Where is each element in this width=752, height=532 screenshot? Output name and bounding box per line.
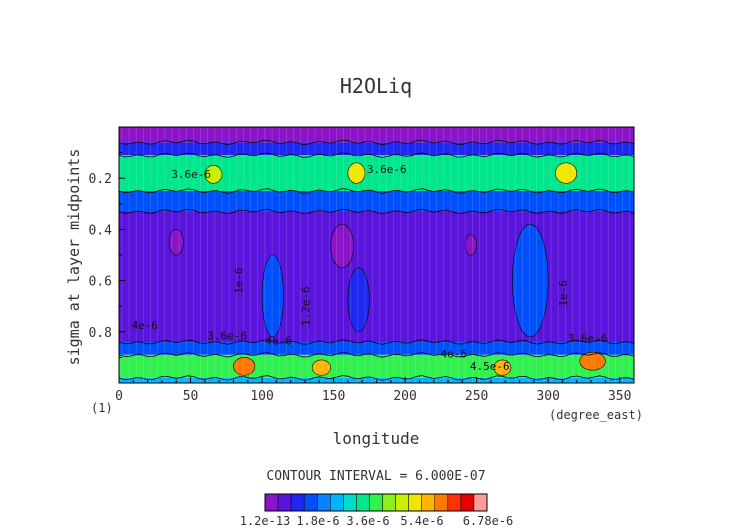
colorbar-swatch: [408, 493, 422, 512]
contour-label: 1e-6: [233, 267, 246, 294]
colorbar-swatch: [460, 493, 475, 512]
colorbar-swatch: [473, 493, 488, 512]
contour-feature: [555, 162, 578, 184]
y-axis: 0.2 0.4 0.6 0.8: [89, 152, 125, 384]
contour-line: [118, 208, 635, 215]
contour-feature: [493, 359, 512, 376]
level-band: [119, 127, 634, 143]
contour-label: 4.5e-6: [470, 360, 510, 373]
colorbar-labels: 1.2e-13 1.8e-6 3.6e-6 5.4e-6 6.78e-6: [240, 514, 514, 528]
contour-feature: [311, 359, 332, 376]
level-band: [119, 342, 634, 355]
level-band: [119, 211, 634, 343]
x-unit-label: (degree_east): [549, 408, 643, 422]
x-tick-label: 350: [608, 389, 631, 404]
colorbar-swatch: [303, 493, 318, 512]
contour-label: 4e-6: [265, 335, 292, 348]
contour-feature: [330, 223, 354, 269]
contour-feature: [233, 357, 256, 376]
colorbar-swatch: [421, 493, 436, 512]
contour-line: [118, 188, 635, 194]
contour-feature: [261, 254, 284, 338]
contour-feature: [347, 162, 366, 184]
colorbar-swatch: [447, 493, 462, 512]
contour-label: 3.6e-6: [171, 168, 211, 181]
contour-feature: [464, 234, 477, 256]
x-axis-label: longitude: [333, 429, 420, 448]
level-band: [119, 142, 634, 156]
contour-line: [118, 152, 635, 158]
contour-feature: [204, 165, 223, 184]
contour-label: 1.2e-6: [300, 286, 313, 326]
colorbar-label: 6.78e-6: [463, 514, 514, 528]
contour-feature: [168, 229, 184, 256]
colorbar-label: 5.4e-6: [400, 514, 443, 528]
contour-label: 4e-6: [132, 319, 159, 332]
x-tick-label: 250: [465, 389, 488, 404]
contour-label: 3.6e-6: [367, 163, 407, 176]
colorbar: [264, 493, 488, 512]
colorbar-swatch: [356, 493, 370, 512]
contour-feature: [512, 223, 549, 338]
y-axis-label: sigma at layer midpoints: [65, 149, 83, 366]
level-band: [119, 191, 634, 212]
plot-area: [119, 127, 634, 383]
contour-label: 4e-6: [441, 347, 468, 360]
contour-labels: 4e-63.6e-6 4e-61e-61.2e-63.6e-64e-64.5e-6…: [132, 163, 608, 373]
colorbar-swatch: [264, 493, 279, 512]
colorbar-swatch: [343, 493, 357, 512]
y-tick-label: 0.6: [89, 275, 112, 290]
contour-label: 3.6e-6: [207, 329, 247, 342]
y-tick-label: 0.4: [89, 223, 113, 238]
contour-label: 1e-6: [557, 280, 570, 307]
contour-line: [118, 139, 635, 146]
colorbar-label: 1.2e-13: [240, 514, 291, 528]
y-tick-label: 0.8: [89, 326, 112, 341]
x-tick-label: 0: [115, 389, 123, 404]
colorbar-swatch: [434, 493, 449, 512]
contour-feature: [347, 267, 370, 333]
level-band: [119, 354, 634, 378]
contour-feature: [579, 351, 606, 371]
y-unit-label: (1): [91, 401, 113, 415]
x-tick-label: 150: [322, 389, 345, 404]
colorbar-swatch: [316, 493, 331, 512]
colorbar-swatch: [395, 493, 409, 512]
contour-line: [118, 352, 635, 358]
x-tick-label: 100: [250, 389, 273, 404]
colorbar-swatch: [382, 493, 396, 512]
contour-label: 3.6e-6: [568, 332, 608, 345]
x-tick-label: 200: [393, 389, 416, 404]
colorbar-label: 1.8e-6: [296, 514, 339, 528]
x-tick-label: 300: [536, 389, 559, 404]
colorbar-swatch: [290, 493, 305, 512]
contour-line: [118, 339, 635, 345]
colorbar-swatch: [277, 493, 292, 512]
colorbar-frame: [264, 493, 488, 512]
colorbar-label: 3.6e-6: [346, 514, 389, 528]
x-tick-label: 50: [183, 389, 199, 404]
colorbar-swatch: [369, 493, 383, 512]
colorbar-swatch: [330, 493, 344, 512]
contour-lines: [118, 127, 635, 383]
y-tick-label: 0.2: [89, 172, 112, 187]
x-axis: 0 50 100 150 200 250 300 350: [115, 377, 631, 404]
contour-interval-note: CONTOUR INTERVAL = 6.000E-07: [266, 469, 485, 484]
chart-title: H2OLiq: [340, 74, 412, 98]
